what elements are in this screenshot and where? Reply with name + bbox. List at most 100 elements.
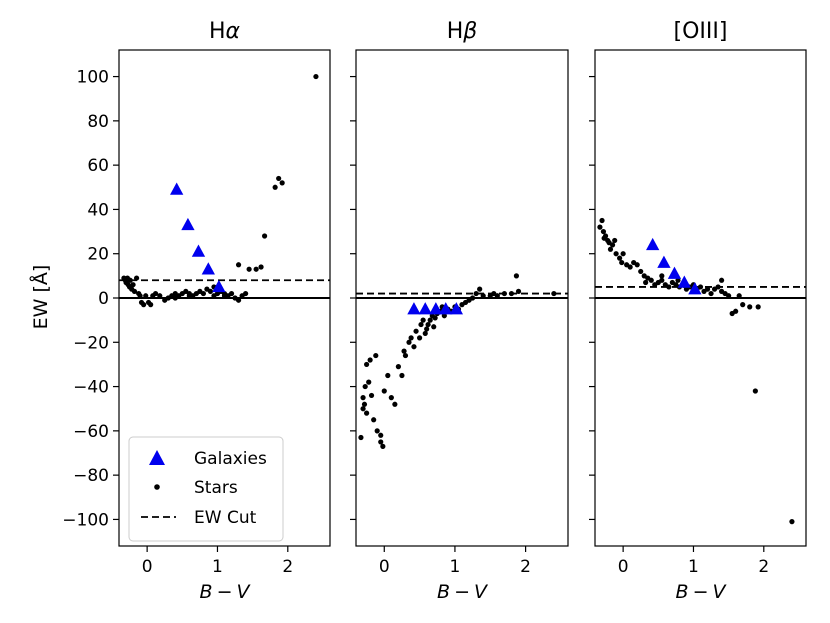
star-point: [752, 388, 758, 394]
star-point: [418, 321, 424, 328]
star-point: [148, 302, 154, 308]
star-point: [406, 339, 412, 345]
legend: Galaxies Stars EW Cut: [128, 436, 284, 542]
star-point: [200, 290, 206, 297]
star-point: [638, 268, 644, 275]
star-point: [659, 277, 665, 283]
x-tick-label: 2: [282, 557, 293, 577]
legend-label-stars: Stars: [194, 478, 238, 498]
star-point: [133, 275, 140, 281]
star-point: [470, 295, 476, 301]
star-point: [276, 175, 282, 182]
star-point: [358, 434, 364, 441]
galaxy-point: [170, 182, 184, 195]
x-tick-label: 1: [688, 557, 699, 577]
x-axis-label: B − V: [200, 581, 252, 603]
star-point: [258, 264, 264, 270]
star-point: [228, 290, 235, 297]
star-point: [408, 335, 414, 341]
star-point: [613, 251, 619, 257]
star-point: [360, 406, 366, 412]
star-point: [508, 290, 515, 297]
star-point: [501, 290, 507, 297]
legend-star-marker: [154, 484, 160, 490]
star-point: [420, 317, 426, 323]
star-point: [424, 326, 430, 332]
star-point: [599, 217, 605, 224]
y-tick-label: −80: [73, 466, 109, 486]
star-point: [747, 304, 753, 310]
star-point: [755, 304, 761, 310]
x-axis-label: B − V: [437, 581, 489, 603]
star-point: [381, 388, 387, 394]
star-point: [279, 180, 285, 186]
star-point: [432, 315, 438, 321]
star-point: [600, 228, 607, 235]
star-point: [362, 383, 368, 390]
star-point: [441, 313, 447, 319]
x-label-v: V: [712, 581, 727, 603]
x-tick-label: 0: [618, 557, 629, 577]
panel-title-main: [OIII]: [674, 19, 728, 44]
star-point: [143, 293, 149, 299]
y-tick-label: −60: [73, 422, 109, 442]
star-point: [697, 284, 704, 290]
star-point: [726, 293, 732, 299]
y-tick-label: −20: [73, 333, 109, 353]
star-point: [597, 224, 603, 230]
star-point: [272, 184, 278, 190]
x-label-b: B: [437, 581, 450, 603]
star-point: [427, 317, 433, 323]
galaxy-point: [181, 217, 195, 231]
star-point: [619, 259, 625, 266]
galaxy-point: [688, 282, 702, 295]
x-tick-label: 2: [758, 557, 769, 577]
star-point: [130, 282, 136, 288]
star-point: [609, 242, 616, 248]
star-point: [367, 357, 373, 363]
legend-galaxy-marker: [149, 450, 165, 465]
star-point: [607, 246, 614, 252]
galaxy-point: [667, 266, 682, 279]
star-point: [704, 286, 711, 292]
star-point: [417, 335, 423, 341]
y-tick-label: 100: [77, 68, 109, 88]
legend-label-galaxies: Galaxies: [194, 449, 267, 469]
galaxy-point: [201, 262, 215, 275]
star-point: [373, 352, 379, 359]
star-point: [366, 379, 372, 385]
star-point: [364, 361, 370, 368]
x-tick-label: 0: [142, 557, 153, 577]
star-point: [361, 401, 368, 407]
star-point: [380, 443, 386, 449]
star-point: [643, 279, 649, 286]
galaxy-point: [646, 237, 660, 251]
x-label-v: V: [236, 581, 251, 603]
star-point: [602, 233, 609, 239]
y-tick-label: 0: [98, 289, 109, 309]
star-point: [127, 277, 133, 283]
x-axis-label: B − V: [676, 581, 728, 603]
x-label-minus: −: [217, 581, 233, 603]
y-tick-label: −40: [73, 378, 109, 398]
galaxy-point: [418, 302, 432, 315]
x-tick-label: 1: [212, 557, 223, 577]
legend-label-ewcut: EW Cut: [194, 508, 257, 528]
star-point: [221, 293, 228, 299]
y-axis-label: EW [Å]: [29, 265, 52, 330]
star-point: [736, 293, 742, 299]
star-point: [186, 293, 192, 299]
star-point: [261, 233, 268, 239]
star-point: [480, 293, 486, 299]
star-point: [378, 432, 384, 438]
star-point: [648, 277, 654, 283]
star-point: [246, 266, 252, 272]
star-point: [494, 293, 500, 299]
star-point: [425, 321, 431, 328]
star-point: [515, 288, 522, 294]
y-tick-label: −100: [62, 510, 109, 530]
star-point: [675, 277, 681, 283]
star-point: [157, 293, 163, 299]
panel-3: [OIII] 0 1 2 B − V: [589, 19, 807, 603]
